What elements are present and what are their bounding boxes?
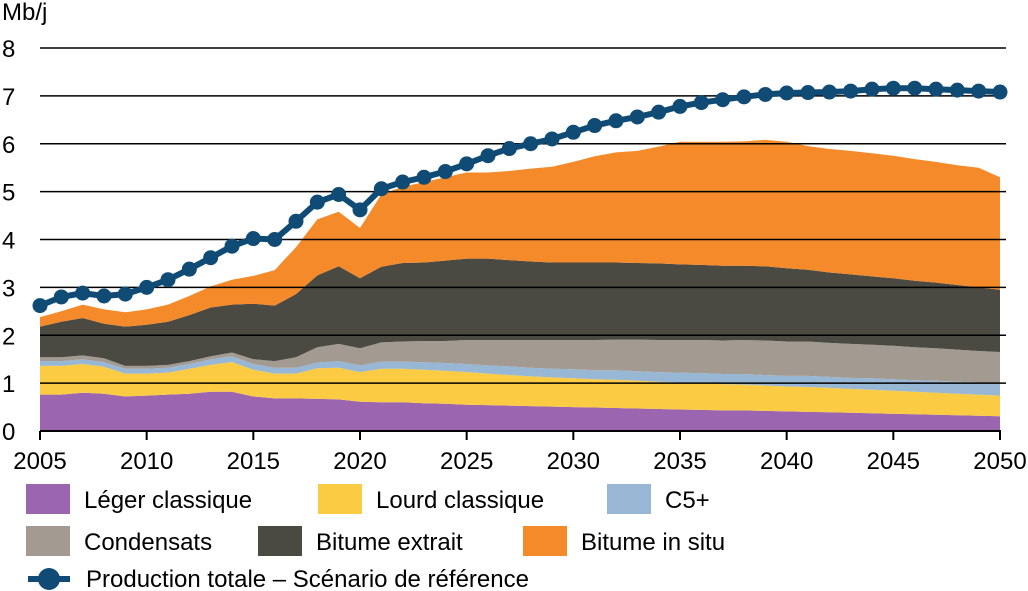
total-point-2009 [117, 286, 133, 302]
total-point-2006 [53, 289, 69, 305]
x-tick-label-2040: 2040 [760, 448, 813, 475]
total-point-2015 [245, 231, 261, 247]
y-tick-label-5: 5 [2, 180, 15, 207]
x-tick-label-2045: 2045 [867, 448, 920, 475]
area-series-0 [40, 391, 1000, 431]
total-point-2031 [587, 118, 603, 134]
total-point-2035 [672, 98, 688, 114]
total-point-2011 [160, 272, 176, 288]
legend-label-1: Lourd classique [376, 487, 544, 514]
legend-label-total: Production totale – Scénario de référenc… [86, 566, 529, 591]
total-point-2039 [757, 86, 773, 102]
total-point-2048 [949, 82, 965, 98]
x-tick-label-2020: 2020 [333, 448, 386, 475]
x-tick-labels: 2005 2010 2015 2020 2025 2030 2035 2040 2045 2050 [13, 448, 1026, 475]
x-tick-label-2035: 2035 [653, 448, 706, 475]
x-tick-label-2030: 2030 [547, 448, 600, 475]
total-point-2034 [651, 104, 667, 120]
total-point-2007 [75, 285, 91, 301]
total-point-2023 [416, 169, 432, 185]
total-point-2005 [32, 298, 48, 314]
total-point-2032 [608, 113, 624, 129]
y-tick-label-2: 2 [2, 323, 15, 350]
total-point-2017 [288, 213, 304, 229]
y-unit-label: Mb/j [2, 0, 47, 26]
total-point-2029 [544, 131, 560, 147]
total-point-2050 [992, 84, 1008, 100]
area-series-2 [40, 356, 1000, 396]
x-axis [39, 430, 1001, 440]
total-point-2028 [523, 136, 539, 152]
total-point-2027 [501, 141, 517, 157]
total-point-2018 [309, 194, 325, 210]
total-point-2036 [693, 95, 709, 111]
legend-label-3: Condensats [84, 529, 212, 556]
area-series-4 [40, 258, 1000, 366]
total-point-2033 [629, 109, 645, 125]
total-point-2043 [843, 83, 859, 99]
total-point-2022 [395, 174, 411, 190]
y-tick-label-7: 7 [2, 84, 15, 111]
total-point-2012 [181, 261, 197, 277]
x-tick-label-2005: 2005 [13, 448, 66, 475]
y-tick-label-3: 3 [2, 275, 15, 302]
total-point-2008 [96, 288, 112, 304]
legend-swatch-1 [318, 484, 362, 514]
y-tick-label-1: 1 [2, 371, 15, 398]
total-point-2045 [885, 80, 901, 96]
x-tick-label-2010: 2010 [120, 448, 173, 475]
total-point-2037 [715, 92, 731, 108]
legend-swatch-total-marker [38, 568, 60, 590]
legend-swatch-3 [26, 526, 70, 556]
total-point-2046 [907, 80, 923, 96]
total-point-2049 [971, 83, 987, 99]
total-point-2021 [373, 181, 389, 197]
total-production-series [32, 80, 1008, 314]
total-point-2030 [565, 124, 581, 140]
y-tick-label-8: 8 [2, 36, 15, 63]
legend-swatch-2 [607, 484, 651, 514]
y-tick-labels: 0 1 2 3 4 5 6 7 8 [2, 36, 15, 446]
total-point-2010 [139, 279, 155, 295]
legend-label-5: Bitume in situ [581, 529, 725, 556]
legend-swatch-4 [258, 526, 302, 556]
total-point-2026 [480, 148, 496, 164]
x-tick-label-2025: 2025 [440, 448, 493, 475]
total-point-2020 [352, 202, 368, 218]
legend-label-0: Léger classique [84, 487, 252, 514]
total-point-2019 [331, 186, 347, 202]
total-point-2014 [224, 238, 240, 254]
y-tick-label-6: 6 [2, 132, 15, 159]
total-point-2041 [800, 85, 816, 101]
y-tick-label-4: 4 [2, 228, 15, 255]
total-point-2047 [928, 81, 944, 97]
area-layers [40, 139, 1000, 431]
total-point-2038 [736, 89, 752, 105]
x-tick-label-2015: 2015 [227, 448, 280, 475]
legend-label-2: C5+ [665, 487, 710, 514]
total-point-2025 [459, 156, 475, 172]
legend-swatch-5 [523, 526, 567, 556]
total-point-2016 [267, 232, 283, 247]
legend: Léger classique Lourd classique C5+ Condens… [26, 484, 725, 591]
total-point-2042 [821, 84, 837, 100]
total-production-line [38, 85, 1001, 309]
area-series-3 [40, 339, 1000, 384]
total-point-2040 [779, 85, 795, 101]
area-series-1 [40, 362, 1000, 417]
y-tick-label-0: 0 [2, 419, 15, 446]
legend-label-4: Bitume extrait [316, 529, 463, 556]
x-tick-label-2050: 2050 [973, 448, 1026, 475]
area-series-5 [40, 139, 1000, 327]
total-point-2044 [864, 81, 880, 97]
total-point-2013 [203, 250, 219, 266]
total-point-2024 [437, 164, 453, 180]
legend-swatch-0 [26, 484, 70, 514]
